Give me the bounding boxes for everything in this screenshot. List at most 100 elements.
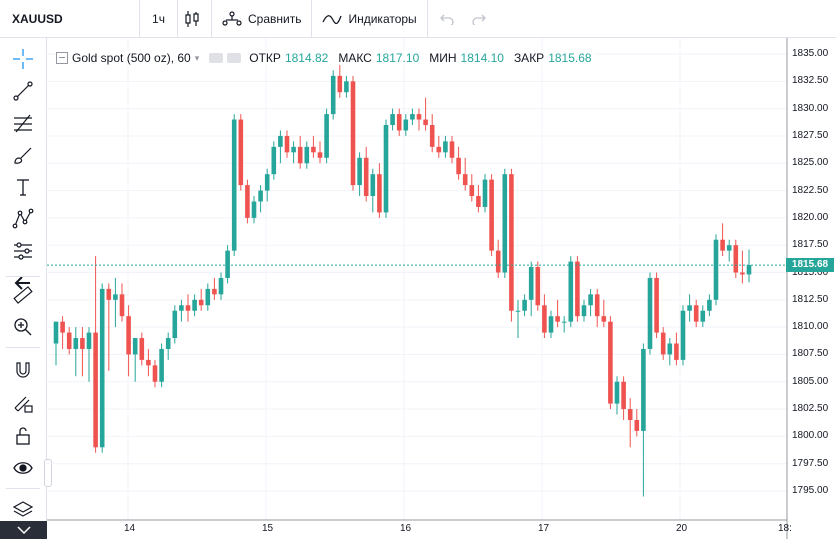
time-tick-label: 20 [676,523,688,534]
candle [548,316,554,333]
sidebar-resize-handle[interactable] [44,459,52,487]
chart-type-button[interactable] [178,0,212,38]
candle [476,196,481,207]
candle [192,299,197,311]
candle [93,332,98,448]
high-label: МАКС [338,51,372,65]
fib-tool[interactable] [11,111,35,135]
candle [99,288,105,448]
price-tick-label: 1817.50 [792,239,829,251]
price-chart[interactable] [47,38,836,539]
visibility-toggle-icon[interactable] [209,53,224,63]
lock-drawing-tool[interactable] [11,391,35,415]
candle [106,288,112,300]
price-tick-label: 1822.50 [792,184,829,196]
chart-area[interactable] [47,38,836,539]
measure-tool[interactable] [11,283,35,307]
candle [198,299,204,306]
crosshair-tool[interactable] [11,47,35,71]
series-title[interactable]: Gold spot (500 oz), 60 [72,51,191,65]
candle [113,294,118,300]
candle [139,338,145,360]
brush-tool[interactable] [11,143,35,167]
text-tool[interactable] [11,175,35,199]
zoom-tool[interactable] [11,315,35,339]
candle [271,146,277,175]
high-value: 1817.10 [375,51,420,65]
pencil-lock-icon [14,396,33,413]
candle [73,338,79,349]
series-menu-icon[interactable]: ▾ [194,52,200,63]
candle [80,338,85,349]
time-tick-label: 18: [778,523,792,534]
crosshair-icon [13,49,33,69]
candle [238,119,244,186]
visibility-tool[interactable] [11,456,35,480]
candle [377,174,382,213]
symbol-label: XAUUSD [12,11,63,26]
candle [707,299,712,311]
candle [410,114,415,120]
candle [172,310,178,339]
candle [311,146,316,153]
low-label: МИН [429,51,457,65]
last-price-badge: 1815.68 [786,258,834,272]
lock-tool[interactable] [11,424,35,448]
price-tick-label: 1827.50 [792,129,829,141]
arrow-left-icon [14,276,30,290]
pattern-tool[interactable] [11,207,35,231]
top-toolbar: XAUUSD 1ч Сравнить Индикаторы [0,0,836,38]
unlock-icon [16,427,30,445]
chart-legend: Gold spot (500 oz), 60 ▾ ОТКР 1814.82 МА… [56,51,598,65]
candle [674,343,679,360]
price-tick-label: 1802.50 [792,403,829,415]
time-tick-label: 17 [538,523,550,534]
candle [53,321,59,344]
indicators-button[interactable]: Индикаторы [312,0,428,38]
interval-button[interactable]: 1ч [140,0,178,38]
price-tick-label: 1810.00 [792,321,829,333]
candle [660,332,666,355]
compare-button[interactable]: Сравнить [212,0,313,38]
back-arrow-tool[interactable] [11,271,35,295]
settings-icon[interactable] [227,53,242,63]
prediction-tool[interactable] [11,239,35,263]
object-tree-tool[interactable] [11,498,35,522]
undo-button[interactable] [428,0,466,38]
symbol-search[interactable]: XAUUSD [0,0,140,38]
candle [647,277,653,349]
indicators-icon [322,14,343,24]
toolbar-divider [6,488,40,489]
candles-icon [184,10,199,27]
candle [495,250,501,273]
price-tick-label: 1807.50 [792,348,829,360]
magnet-tool[interactable] [11,358,35,382]
candle [621,381,626,410]
candle [535,267,541,306]
candle [132,338,138,355]
indicators-label: Индикаторы [348,11,417,26]
text-icon [17,179,29,196]
candle [608,321,613,404]
price-tick-label: 1812.50 [792,293,829,305]
prediction-icon [14,242,32,260]
ruler-icon [13,286,33,304]
candle [654,277,659,333]
candle [258,190,263,202]
candle [330,75,336,115]
candle [264,174,270,191]
toolbar-collapse-button[interactable] [0,521,47,539]
collapse-legend-icon[interactable] [56,52,68,64]
candle [60,321,65,333]
candle [370,174,376,197]
candle [324,114,329,158]
redo-button[interactable] [466,0,498,38]
candle [634,419,640,431]
trend-line-tool[interactable] [11,79,35,103]
candle [680,310,686,360]
candle [601,316,607,322]
candle [66,332,72,349]
open-label: ОТКР [249,51,281,65]
candle [297,146,303,164]
candle [568,261,574,322]
